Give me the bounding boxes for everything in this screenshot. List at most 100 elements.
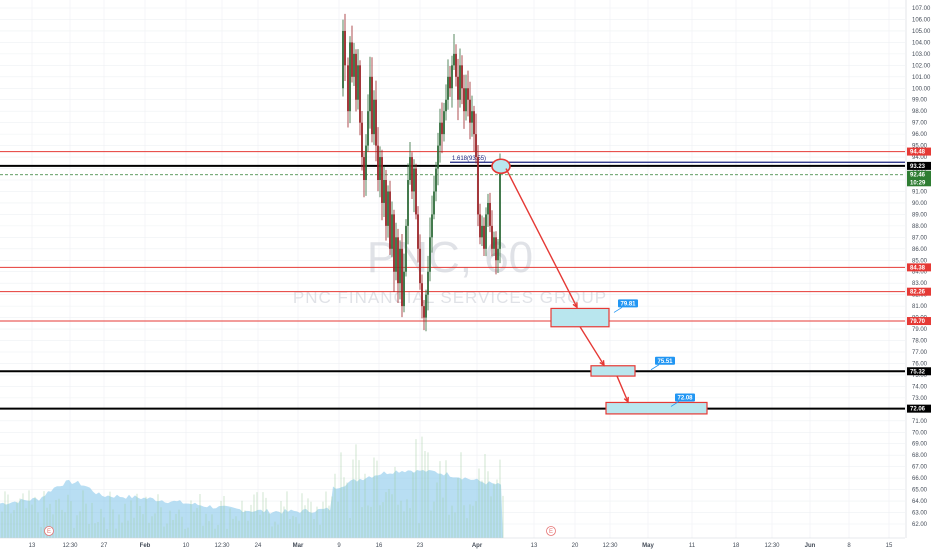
candle-body xyxy=(369,76,371,112)
candle-body xyxy=(393,214,395,272)
candle-body xyxy=(411,157,413,192)
candle-body xyxy=(489,202,491,226)
time-tick-label: 15 xyxy=(886,543,893,549)
earnings-event-label: E xyxy=(47,529,51,535)
candle-body xyxy=(353,53,355,77)
price-tick-label: 68.00 xyxy=(912,453,928,459)
price-tick-label: 91.00 xyxy=(912,189,928,195)
time-tick-label: 20 xyxy=(572,543,579,549)
price-tag xyxy=(907,317,931,326)
candle-body xyxy=(371,76,373,135)
projection-arrowhead xyxy=(599,360,605,367)
price-tag-label: 10:29 xyxy=(910,180,926,186)
price-tick-label: 85.00 xyxy=(912,258,928,264)
candle-body xyxy=(457,76,459,100)
candle-body xyxy=(375,99,377,146)
price-tick-label: 104.00 xyxy=(912,40,931,46)
candle-body xyxy=(342,30,344,89)
candle-body xyxy=(401,248,403,307)
candle-body xyxy=(403,271,405,307)
fib-extension-label: 1.618(93.55) xyxy=(452,156,486,162)
horizontal-levels: 1.618(93.55) xyxy=(0,151,905,410)
target-callout-pointer xyxy=(670,401,680,407)
time-tick-label: 9 xyxy=(337,543,341,549)
target-zones: 79.81 75.51 72.08 xyxy=(505,168,708,415)
candle-body xyxy=(363,157,365,180)
target-callout-pointer xyxy=(650,364,660,371)
price-tick-label: 103.00 xyxy=(912,52,931,58)
time-tick-label: 16 xyxy=(376,543,383,549)
target-callout xyxy=(675,393,695,402)
candle-body xyxy=(415,168,417,215)
price-tick-label: 95.00 xyxy=(912,144,928,150)
price-tick-label: 69.00 xyxy=(912,442,928,448)
candle-body xyxy=(487,202,489,215)
candle-body xyxy=(421,283,423,307)
target-zone xyxy=(605,401,708,415)
candle-body xyxy=(461,65,463,89)
time-tick-label: 12:30 xyxy=(214,543,230,549)
candle-body xyxy=(373,99,375,135)
price-tag-label: 94.48 xyxy=(910,150,926,156)
time-tick-label: 12:30 xyxy=(62,543,78,549)
time-tick-label: 11 xyxy=(689,543,696,549)
candle-body xyxy=(399,248,401,284)
candle-body xyxy=(485,214,487,249)
candle-body xyxy=(431,214,433,238)
time-tick-label: 18 xyxy=(733,543,740,549)
target-callout-label: 75.51 xyxy=(657,359,673,365)
candle-body xyxy=(427,271,429,295)
time-tick-label: 10 xyxy=(183,543,190,549)
time-tick-label: 13 xyxy=(29,543,36,549)
candle-body xyxy=(439,122,441,146)
price-tag xyxy=(907,367,931,376)
projection-arrow xyxy=(616,375,629,403)
price-tick-label: 77.00 xyxy=(912,350,928,356)
price-tag-label: 82.26 xyxy=(910,290,926,296)
candle-body xyxy=(435,168,437,192)
price-tag xyxy=(907,263,931,272)
candle-body xyxy=(423,306,425,318)
projection-arrow xyxy=(505,168,578,308)
target-callout xyxy=(618,299,638,308)
candle-body xyxy=(463,88,465,112)
candle-body xyxy=(491,225,493,249)
price-tick-label: 81.00 xyxy=(912,304,928,310)
candle-body xyxy=(397,237,399,284)
projection-arrow xyxy=(579,326,605,366)
candle-body xyxy=(433,191,435,215)
price-tick-label: 101.00 xyxy=(912,75,931,81)
price-tick-label: 89.00 xyxy=(912,212,928,218)
candle-body xyxy=(499,159,501,249)
candle-body xyxy=(359,65,361,123)
price-tick-label: 66.00 xyxy=(912,476,928,482)
price-tick-label: 75.00 xyxy=(912,373,928,379)
candle-body xyxy=(497,248,499,261)
candle-body xyxy=(443,111,445,135)
candle-body xyxy=(467,88,469,100)
price-tag xyxy=(907,178,931,187)
time-tick-label: 24 xyxy=(255,543,262,549)
price-tag-label: 79.70 xyxy=(910,319,926,325)
candle-body xyxy=(413,168,415,192)
candle-body xyxy=(347,65,349,112)
candle-body xyxy=(481,225,483,238)
price-tick-label: 90.00 xyxy=(912,201,928,207)
price-tick-label: 84.00 xyxy=(912,270,928,276)
candle-body xyxy=(409,157,411,180)
candle-body xyxy=(387,191,389,226)
candle-body xyxy=(449,76,451,89)
candle-body xyxy=(407,180,409,226)
candle-body xyxy=(357,65,359,100)
price-tick-label: 107.00 xyxy=(912,6,931,12)
candle-body xyxy=(379,157,381,180)
candle-body xyxy=(465,88,467,112)
time-tick-label: 12:30 xyxy=(764,543,780,549)
projection-arrowhead xyxy=(623,396,629,404)
price-tick-label: 106.00 xyxy=(912,17,931,23)
candle-body xyxy=(455,53,457,77)
candle-body xyxy=(471,111,473,123)
price-tag-label: 92.46 xyxy=(910,173,926,179)
price-tick-label: 102.00 xyxy=(912,63,931,69)
